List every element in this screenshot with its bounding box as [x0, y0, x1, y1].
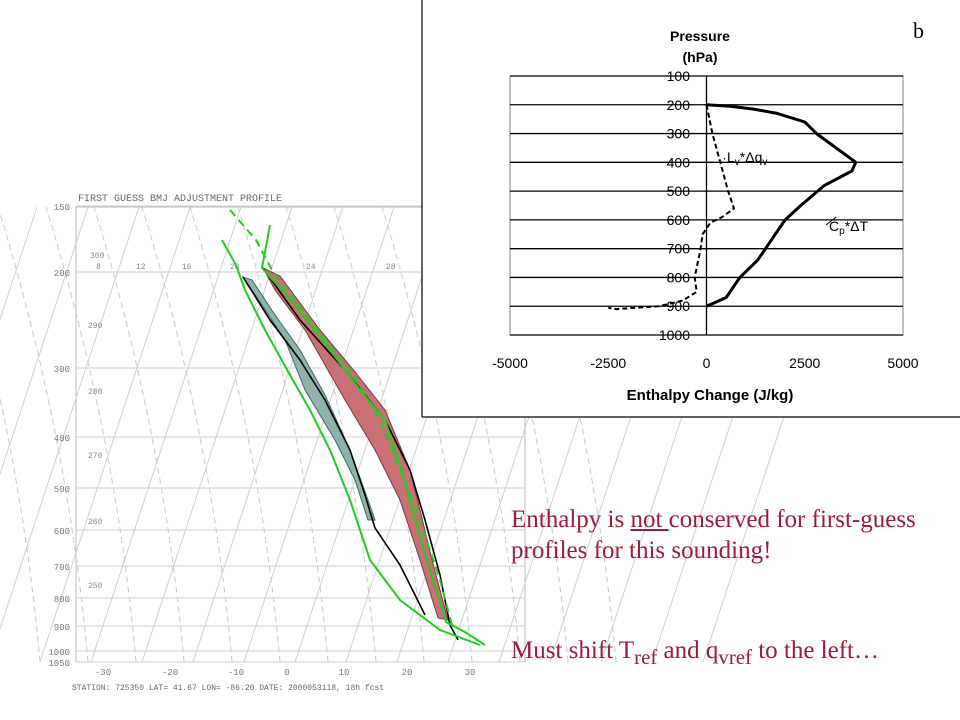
y-axis-title-line1: Pressure [670, 28, 730, 44]
inset-background [422, 0, 960, 417]
cp-dt-leader-line [825, 216, 837, 226]
pressure-tick-label: 600 [54, 527, 70, 537]
caption-1-post: conserved for first-guess profiles for t… [511, 506, 916, 564]
skewt-title: FIRST GUESS BMJ ADJUSTMENT PROFILE [78, 194, 282, 205]
dry-adiabat-line [189, 206, 281, 663]
mixing-ratio-label: 16 [182, 263, 192, 272]
theta-label: 250 [88, 582, 103, 591]
isotherm-line [192, 206, 344, 663]
y-tick-label: 500 [667, 183, 691, 199]
theta-label: 290 [88, 322, 103, 331]
green-reference-right [260, 224, 486, 646]
dewpoint-profile [242, 276, 426, 616]
dry-adiabat-line [381, 206, 473, 663]
enthalpy-series [608, 103, 858, 311]
skewt-grid [0, 205, 854, 663]
pressure-tick-label: 1050 [48, 659, 70, 669]
caption-2-c: to the left… [751, 637, 879, 664]
pressure-tick-label: 800 [54, 595, 70, 605]
caption-paragraph-1: Enthalpy is not conserved for first-gues… [511, 504, 951, 566]
red-shaded-region [261, 266, 449, 621]
caption-1-pre: Enthalpy is [511, 506, 631, 533]
isotherm-line [0, 206, 38, 321]
lv-dqv-leader-line [723, 157, 726, 160]
dry-adiabat-line [237, 206, 329, 663]
pressure-tick-label: 200 [54, 269, 70, 279]
isotherm-line [90, 206, 242, 663]
pressure-tick-label: 1000 [48, 648, 70, 658]
mixing-ratio-label: 8 [96, 263, 101, 272]
y-tick-label: 600 [667, 212, 691, 228]
y-tick-label: 1000 [659, 327, 690, 343]
theta-label: 280 [88, 388, 103, 397]
isotherm-line [243, 206, 395, 663]
isotherm-line [39, 206, 191, 663]
y-tick-label: 800 [667, 269, 691, 285]
pressure-tick-label: 700 [54, 563, 70, 573]
dry-adiabat-line [0, 211, 89, 663]
x-tick-label: -2500 [590, 355, 626, 371]
temperature-tick-label: 0 [284, 668, 289, 678]
temperature-tick-label: -20 [162, 668, 178, 678]
pressure-tick-label: 400 [54, 434, 70, 444]
lv-dqv-series-line [608, 104, 735, 311]
isotherm-line [0, 206, 89, 476]
dry-adiabat-line [141, 206, 233, 663]
temperature-tick-label: 30 [465, 668, 476, 678]
dry-adiabat-line [93, 206, 185, 663]
x-tick-label: 0 [703, 355, 711, 371]
skewt-footer: STATION: 725350 LAT= 41.67 LON= -86.20 D… [72, 684, 384, 693]
temperature-tick-label: -10 [228, 668, 244, 678]
annotation-cp-dt: Cp*ΔT [829, 218, 868, 237]
temperature-tick-label: 10 [339, 668, 350, 678]
pressure-tick-label: 500 [54, 485, 70, 495]
dry-adiabat-line [285, 206, 377, 663]
cp-dt-series-line [705, 103, 858, 308]
pressure-tick-label: 150 [54, 203, 70, 213]
y-axis-title-line2: (hPa) [683, 49, 718, 65]
y-tick-label: 700 [667, 241, 691, 257]
y-tick-label: 400 [667, 154, 691, 170]
caption-1-emphasis: not [630, 506, 669, 533]
caption-2-b: and q [657, 637, 719, 664]
x-axis-title: Enthalpy Change (J/kg) [627, 387, 794, 404]
teal-shaded-region [241, 276, 376, 521]
x-tick-label: -5000 [492, 355, 528, 371]
theta-label: 260 [88, 518, 103, 527]
green-reference-left [221, 239, 481, 646]
pressure-tick-label: 900 [54, 623, 70, 633]
green-reference-dashed [229, 209, 453, 626]
mixing-ratio-label: 24 [306, 263, 316, 272]
dry-adiabat-line [0, 395, 41, 663]
theta-label: 300 [90, 252, 105, 261]
caption-2-sub-ref: ref [634, 645, 658, 669]
temperature-tick-label: 20 [402, 668, 413, 678]
x-tick-label: 5000 [887, 355, 918, 371]
theta-label: 270 [88, 452, 103, 461]
dry-adiabat-line [45, 206, 137, 663]
mixing-ratio-label: 20 [230, 263, 240, 272]
temperature-tick-label: -30 [95, 668, 111, 678]
pressure-tick-label: 300 [54, 365, 70, 375]
enthalpy-grid [509, 75, 904, 336]
x-tick-label: 2500 [789, 355, 820, 371]
y-tick-label: 300 [667, 126, 691, 142]
y-tick-label: 100 [667, 68, 691, 84]
isotherm-line [141, 206, 293, 663]
mixing-ratio-label: 12 [136, 263, 146, 272]
skewt-profiles [221, 209, 486, 646]
mixing-ratio-label: 28 [386, 263, 396, 272]
y-tick-label: 200 [667, 97, 691, 113]
caption-paragraph-2: Must shift Tref and qvref to the left… [511, 635, 951, 673]
panel-letter: b [913, 18, 924, 43]
isotherm-line [0, 206, 140, 631]
caption-2-a: Must shift T [511, 637, 635, 664]
caption-2-sub-vref: vref [718, 645, 752, 669]
